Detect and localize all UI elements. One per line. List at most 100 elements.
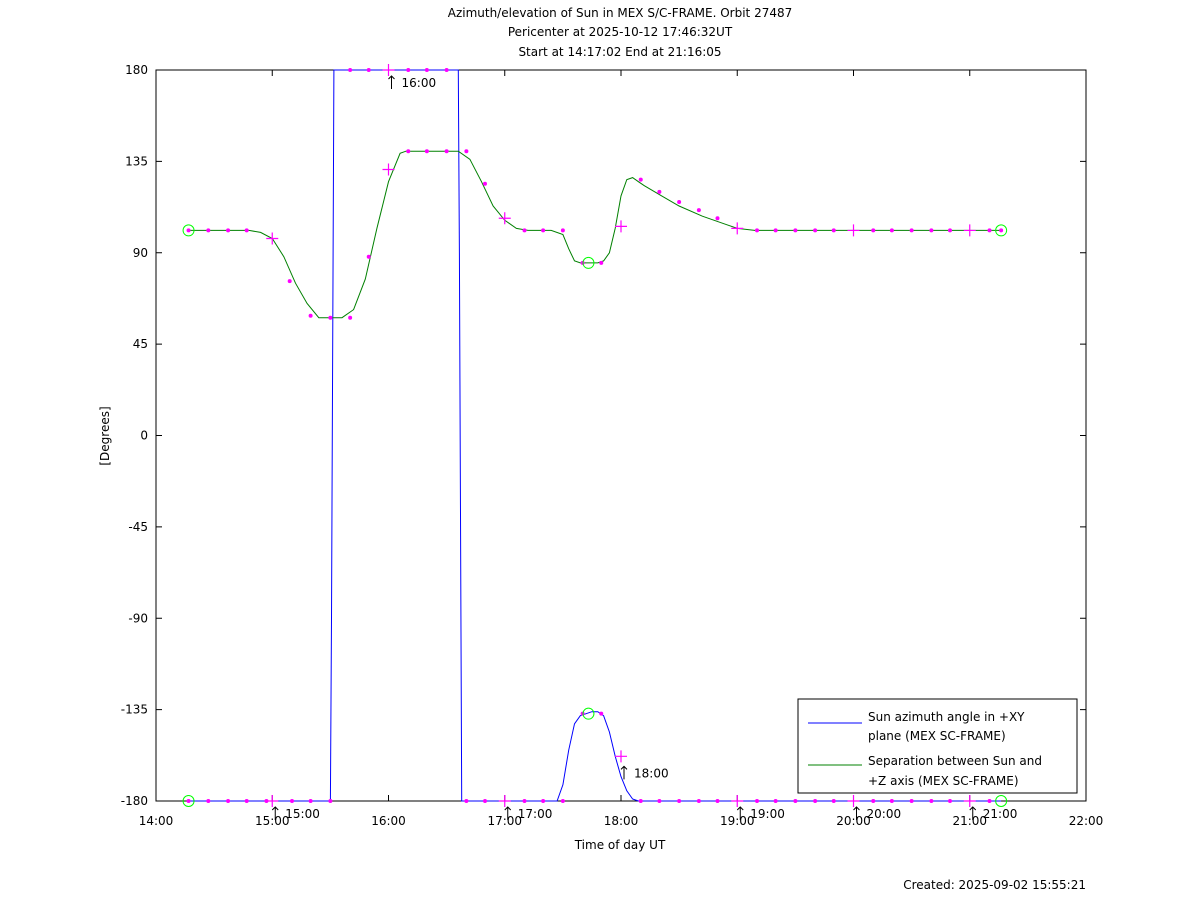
sample-dot bbox=[482, 181, 487, 186]
chart-title: Azimuth/elevation of Sun in MEX S/C-FRAM… bbox=[448, 6, 793, 59]
sample-dot bbox=[226, 228, 231, 233]
sample-dot bbox=[987, 228, 992, 233]
hour-cross-marker bbox=[266, 795, 279, 807]
sample-dot bbox=[308, 313, 313, 318]
legend-label-separation-line1: Separation between Sun and bbox=[868, 754, 1042, 768]
sample-dot bbox=[366, 254, 371, 259]
x-tick-label: 16:00 bbox=[371, 814, 406, 828]
y-tick-label: -90 bbox=[128, 611, 148, 625]
hour-annotation-arrow bbox=[271, 806, 279, 820]
key-point-circle bbox=[182, 795, 195, 807]
sample-dot bbox=[657, 189, 662, 194]
x-tick-label: 20:00 bbox=[836, 814, 871, 828]
legend-label-azimuth-line1: Sun azimuth angle in +XY bbox=[868, 710, 1025, 724]
hour-annotation-arrow bbox=[736, 806, 744, 820]
series-markers bbox=[182, 64, 1008, 807]
sample-dot bbox=[348, 68, 353, 72]
key-point-circle bbox=[995, 795, 1008, 807]
sample-dot bbox=[999, 228, 1004, 233]
sample-dot bbox=[522, 799, 527, 803]
hour-cross-marker bbox=[963, 224, 976, 237]
sample-dot bbox=[813, 799, 818, 803]
sample-dot bbox=[755, 228, 760, 233]
sample-dot bbox=[831, 799, 836, 803]
x-tick-label: 22:00 bbox=[1069, 814, 1104, 828]
sample-dot bbox=[599, 260, 604, 265]
sample-dot bbox=[226, 799, 231, 803]
x-tick-label: 18:00 bbox=[604, 814, 639, 828]
sample-dot bbox=[244, 799, 249, 803]
sample-dot bbox=[677, 799, 682, 803]
y-tick-label: -180 bbox=[121, 794, 148, 808]
legend-label-azimuth-line2: plane (MEX SC-FRAME) bbox=[868, 729, 1006, 743]
hour-cross-marker bbox=[615, 750, 627, 763]
sample-dot bbox=[929, 799, 934, 803]
y-tick-label: 0 bbox=[140, 429, 148, 443]
hour-cross-marker bbox=[847, 224, 860, 237]
title-line-2: Pericenter at 2025-10-12 17:46:32UT bbox=[508, 25, 733, 39]
title-line-1: Azimuth/elevation of Sun in MEX S/C-FRAM… bbox=[448, 6, 793, 20]
sample-dot bbox=[406, 149, 411, 154]
y-tick-label: 45 bbox=[133, 337, 148, 351]
sample-dot bbox=[522, 228, 527, 233]
sample-dot bbox=[541, 228, 546, 233]
sample-dot bbox=[599, 711, 604, 716]
sample-dot bbox=[290, 799, 295, 803]
key-point-circle bbox=[182, 224, 195, 237]
x-tick-label: 15:00 bbox=[255, 814, 290, 828]
sample-dot bbox=[696, 208, 701, 213]
y-tick-label: 135 bbox=[125, 154, 148, 168]
sample-dot bbox=[889, 228, 894, 233]
sample-dot bbox=[696, 799, 701, 803]
hour-annotation-arrow bbox=[969, 806, 977, 820]
series-separation-line bbox=[188, 150, 1002, 319]
sample-dot bbox=[348, 315, 353, 320]
sample-dot bbox=[464, 799, 469, 803]
sample-dot bbox=[464, 149, 469, 154]
y-tick-label: 180 bbox=[125, 63, 148, 77]
hour-annotation-label: 19:00 bbox=[750, 807, 785, 821]
legend: Sun azimuth angle in +XY plane (MEX SC-F… bbox=[797, 698, 1078, 794]
hour-annotation-label: 16:00 bbox=[402, 76, 437, 90]
sample-dot bbox=[773, 799, 778, 803]
sample-dot bbox=[308, 799, 313, 803]
key-point-circle bbox=[582, 707, 595, 720]
x-axis-label: Time of day UT bbox=[574, 838, 666, 852]
hour-annotation-label: 15:00 bbox=[285, 807, 320, 821]
sample-dot bbox=[560, 799, 565, 803]
sample-dot bbox=[560, 228, 565, 233]
y-axis-label: [Degrees] bbox=[98, 406, 112, 465]
sample-dot bbox=[813, 228, 818, 233]
sample-dot bbox=[831, 228, 836, 233]
sample-dot bbox=[206, 228, 211, 233]
sample-dot bbox=[366, 68, 371, 72]
sample-dot bbox=[287, 279, 292, 284]
y-tick-label: -45 bbox=[128, 520, 148, 534]
title-line-3: Start at 14:17:02 End at 21:16:05 bbox=[518, 45, 721, 59]
hour-cross-marker bbox=[731, 795, 744, 807]
key-point-circle bbox=[995, 224, 1008, 237]
sample-dot bbox=[929, 228, 934, 233]
sample-dot bbox=[638, 799, 643, 803]
hour-annotation-label: 17:00 bbox=[518, 807, 553, 821]
hour-cross-marker bbox=[266, 232, 279, 245]
series-lines bbox=[188, 69, 1002, 802]
hour-cross-marker bbox=[731, 222, 744, 235]
hour-cross-marker bbox=[498, 795, 511, 807]
sample-dot bbox=[793, 228, 798, 233]
hour-annotation-arrow bbox=[853, 806, 860, 820]
sample-dot bbox=[424, 68, 429, 72]
hour-cross-marker bbox=[615, 220, 627, 233]
sample-dot bbox=[424, 149, 429, 154]
created-timestamp: Created: 2025-09-02 15:55:21 bbox=[903, 878, 1086, 892]
plot-area bbox=[155, 69, 1087, 802]
sample-dot bbox=[987, 799, 992, 803]
x-tick-label: 19:00 bbox=[720, 814, 755, 828]
sample-dot bbox=[793, 799, 798, 803]
sample-dot bbox=[909, 799, 914, 803]
hour-annotation-arrow bbox=[388, 75, 395, 89]
hour-cross-marker bbox=[382, 64, 395, 76]
hour-cross-marker bbox=[963, 795, 976, 807]
sample-dot bbox=[206, 799, 211, 803]
